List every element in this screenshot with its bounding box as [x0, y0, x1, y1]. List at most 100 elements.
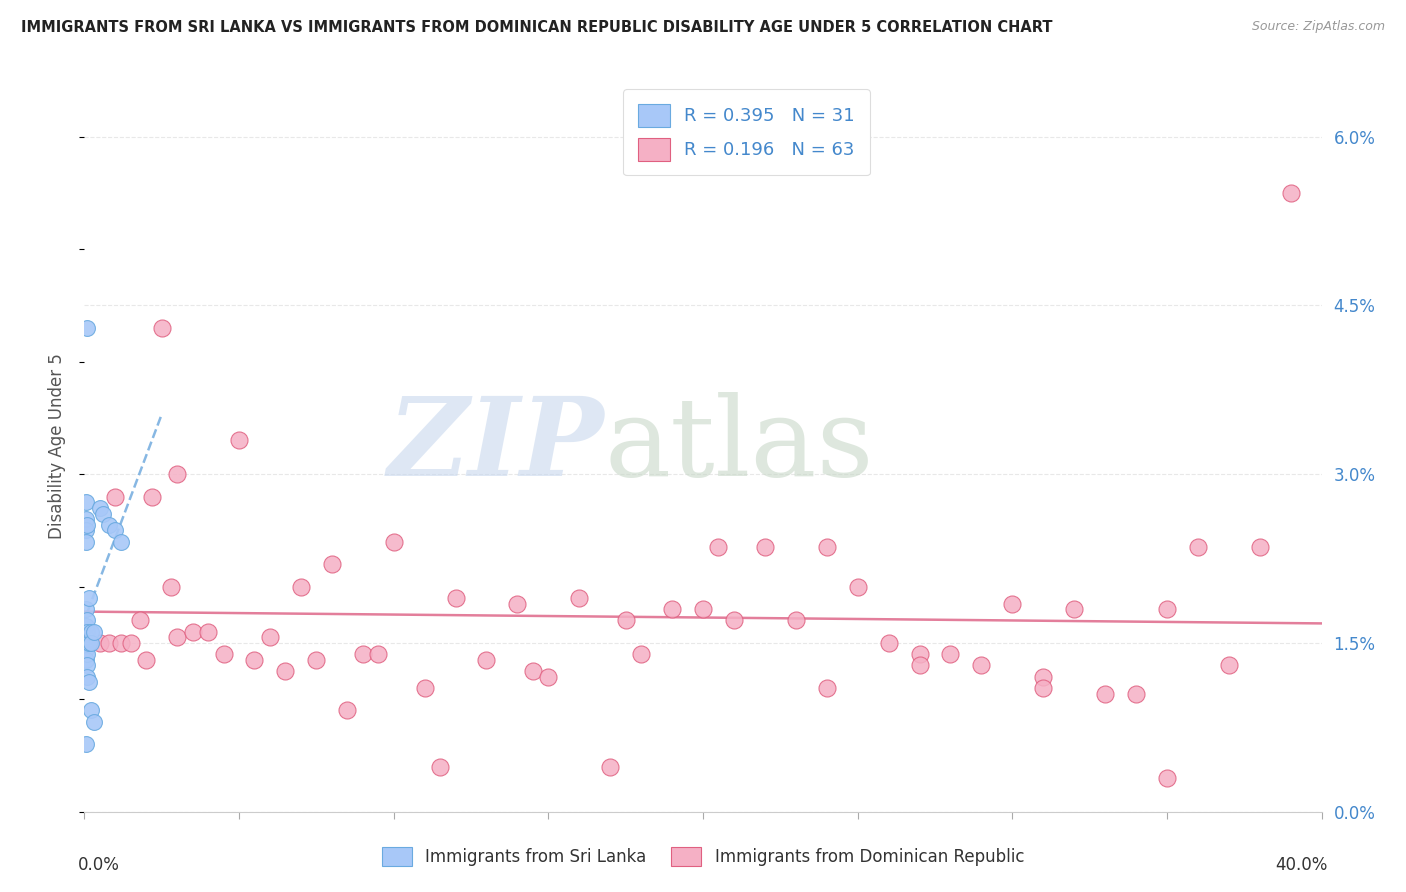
Point: [382, 534, 405, 549]
Text: IMMIGRANTS FROM SRI LANKA VS IMMIGRANTS FROM DOMINICAN REPUBLIC DISABILITY AGE U: IMMIGRANTS FROM SRI LANKA VS IMMIGRANTS …: [21, 20, 1053, 35]
Point: [908, 647, 931, 661]
Text: ZIP: ZIP: [388, 392, 605, 500]
Point: [305, 653, 328, 667]
Point: [75, 619, 97, 633]
Point: [76, 658, 98, 673]
Point: [599, 760, 621, 774]
Point: [1279, 186, 1302, 200]
Point: [352, 647, 374, 661]
Point: [785, 614, 807, 628]
Point: [243, 653, 266, 667]
Point: [939, 647, 962, 661]
Point: [110, 636, 132, 650]
Point: [89, 500, 111, 515]
Text: atlas: atlas: [605, 392, 873, 500]
Point: [79, 703, 101, 717]
Point: [83, 624, 105, 639]
Point: [537, 670, 560, 684]
Point: [77, 636, 100, 650]
Point: [75, 653, 97, 667]
Point: [1032, 670, 1054, 684]
Point: [475, 653, 498, 667]
Point: [1032, 681, 1054, 695]
Point: [91, 507, 114, 521]
Point: [76, 517, 98, 532]
Point: [141, 490, 163, 504]
Point: [75, 641, 97, 656]
Point: [1156, 771, 1178, 785]
Point: [110, 534, 132, 549]
Point: [630, 647, 652, 661]
Point: [815, 541, 838, 555]
Point: [135, 653, 157, 667]
Point: [1063, 602, 1085, 616]
Point: [908, 658, 931, 673]
Point: [166, 467, 188, 482]
Point: [76, 321, 98, 335]
Point: [1249, 541, 1271, 555]
Point: [1156, 602, 1178, 616]
Point: [661, 602, 683, 616]
Point: [197, 624, 219, 639]
Point: [444, 591, 467, 605]
Point: [83, 714, 105, 729]
Point: [77, 591, 100, 605]
Point: [522, 664, 544, 678]
Point: [75, 534, 97, 549]
Point: [336, 703, 359, 717]
Point: [129, 614, 152, 628]
Point: [614, 614, 637, 628]
Text: 40.0%: 40.0%: [1275, 855, 1327, 873]
Point: [75, 512, 97, 526]
Point: [76, 614, 98, 628]
Point: [75, 495, 97, 509]
Point: [1125, 687, 1147, 701]
Point: [692, 602, 714, 616]
Point: [259, 630, 281, 644]
Point: [367, 647, 389, 661]
Legend: Immigrants from Sri Lanka, Immigrants from Dominican Republic: Immigrants from Sri Lanka, Immigrants fr…: [374, 838, 1032, 875]
Point: [1001, 597, 1024, 611]
Point: [815, 681, 838, 695]
Point: [79, 624, 101, 639]
Point: [75, 524, 97, 538]
Point: [506, 597, 529, 611]
Point: [568, 591, 591, 605]
Legend: R = 0.395   N = 31, R = 0.196   N = 63: R = 0.395 N = 31, R = 0.196 N = 63: [623, 89, 869, 176]
Point: [77, 675, 100, 690]
Point: [75, 737, 97, 751]
Point: [321, 557, 343, 571]
Point: [228, 434, 250, 448]
Point: [1094, 687, 1116, 701]
Y-axis label: Disability Age Under 5: Disability Age Under 5: [48, 353, 66, 539]
Point: [89, 636, 111, 650]
Point: [723, 614, 745, 628]
Point: [754, 541, 776, 555]
Point: [846, 580, 869, 594]
Point: [1218, 658, 1240, 673]
Point: [707, 541, 730, 555]
Point: [160, 580, 183, 594]
Text: 0.0%: 0.0%: [79, 855, 120, 873]
Point: [274, 664, 297, 678]
Point: [98, 517, 121, 532]
Point: [76, 647, 98, 661]
Point: [104, 490, 127, 504]
Point: [413, 681, 436, 695]
Text: Source: ZipAtlas.com: Source: ZipAtlas.com: [1251, 20, 1385, 33]
Point: [75, 630, 97, 644]
Point: [76, 636, 98, 650]
Point: [120, 636, 142, 650]
Point: [76, 624, 98, 639]
Point: [76, 670, 98, 684]
Point: [98, 636, 121, 650]
Point: [79, 636, 101, 650]
Point: [877, 636, 900, 650]
Point: [75, 602, 97, 616]
Point: [290, 580, 312, 594]
Point: [150, 321, 173, 335]
Point: [429, 760, 451, 774]
Point: [166, 630, 188, 644]
Point: [104, 524, 127, 538]
Point: [212, 647, 235, 661]
